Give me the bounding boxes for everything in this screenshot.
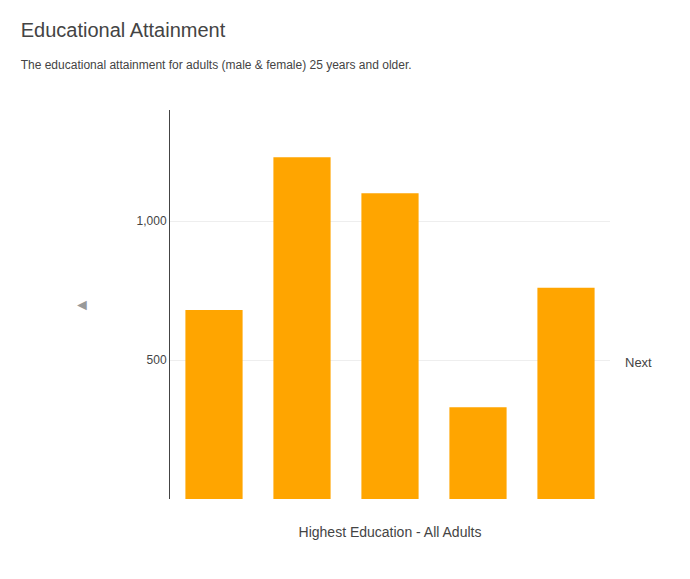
svg-text:500: 500	[147, 353, 167, 367]
svg-text:1,000: 1,000	[137, 214, 167, 228]
svg-text:The educational attainment for: The educational attainment for adults (m…	[21, 58, 412, 72]
svg-text:Educational Attainment: Educational Attainment	[21, 19, 226, 41]
svg-text:Next: Next	[625, 355, 652, 370]
svg-text:Highest Education - All Adults: Highest Education - All Adults	[299, 524, 482, 540]
svg-text:◄: ◄	[74, 296, 90, 313]
